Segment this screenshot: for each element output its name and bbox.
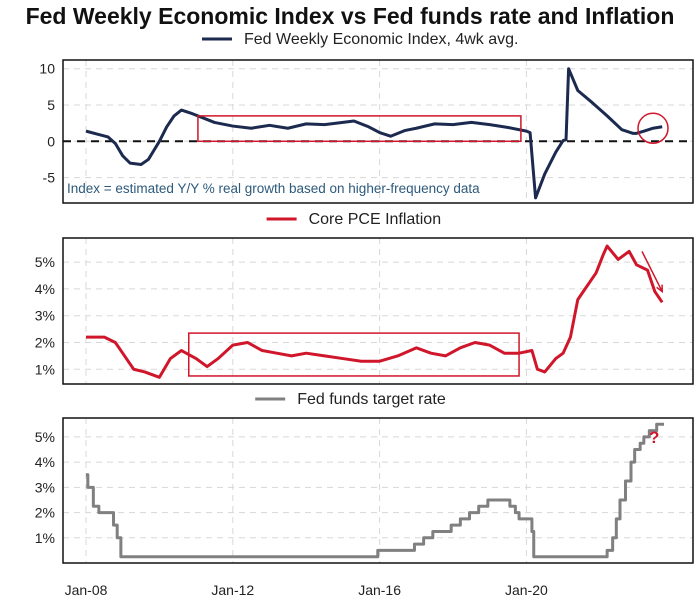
y-tick-label: 1% — [35, 530, 55, 546]
x-tick-label: Jan-20 — [505, 582, 548, 598]
plot-frame — [62, 237, 694, 385]
y-tick-label: 10 — [39, 61, 55, 77]
trend-arrow — [641, 251, 663, 292]
highlight-box — [188, 332, 520, 377]
y-tick-label: 5% — [35, 254, 55, 270]
legend-label: Core PCE Inflation — [309, 211, 442, 228]
chart-title: Fed Weekly Economic Index vs Fed funds r… — [26, 3, 675, 29]
legend-label: Fed funds target rate — [297, 391, 446, 408]
y-tick-label: 3% — [35, 479, 55, 495]
y-tick-label: 3% — [35, 308, 55, 324]
legend-label: Fed Weekly Economic Index, 4wk avg. — [244, 31, 519, 48]
trend-arrow-head — [656, 284, 663, 294]
series-line-wei — [85, 67, 663, 200]
panel-pce: Core PCE Inflation 5% 4% 3% 2% 1% — [35, 211, 694, 385]
y-tick-label: 2% — [35, 505, 55, 521]
highlight-box — [197, 115, 522, 143]
y-tick-label: 5 — [47, 97, 55, 113]
y-tick-label: 0 — [47, 133, 55, 149]
x-tick-label: Jan-12 — [211, 582, 254, 598]
x-tick-label: Jan-16 — [358, 582, 401, 598]
y-tick-label: 2% — [35, 334, 55, 350]
y-tick-label: 5% — [35, 429, 55, 445]
y-tick-label: 4% — [35, 281, 55, 297]
series-line-pce — [86, 244, 664, 379]
plot-frame — [62, 417, 694, 564]
y-tick-label: -5 — [43, 170, 56, 186]
x-tick-label: Jan-08 — [65, 582, 108, 598]
panel-wei: Fed Weekly Economic Index, 4wk avg. 10 5 0 -… — [39, 31, 694, 204]
highlight-circle — [637, 112, 669, 144]
panel-ffr: Fed funds target rate 5% 4% 3% 2% 1%? Jan-08 Ja… — [35, 391, 694, 598]
plot-frame — [62, 59, 694, 204]
y-tick-label: 1% — [35, 361, 55, 377]
annotation-note: Index = estimated Y/Y % real growth base… — [67, 181, 480, 196]
question-mark-annotation: ? — [649, 428, 659, 447]
series-line-ffr — [86, 422, 665, 559]
y-tick-label: 4% — [35, 454, 55, 470]
